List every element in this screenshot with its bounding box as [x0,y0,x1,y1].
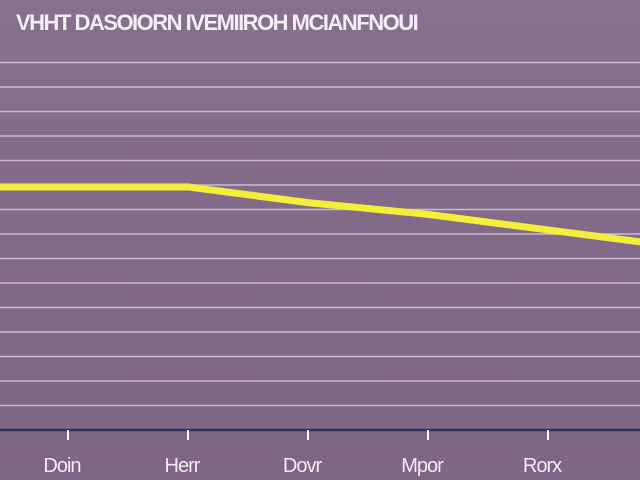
x-tick-label: Rorx [523,455,562,477]
x-tick-label: Mpor [401,455,444,477]
data-point [187,186,189,188]
chart-title: VHHT DASOIORN IVEMIIROH MCIANFNOUI [16,10,419,35]
x-tick-label: Doin [43,455,80,477]
series-line [0,183,640,246]
x-tick-label: Herr [165,455,201,477]
data-point [307,202,309,204]
data-point [427,213,429,215]
x-tick-label: Dovr [283,455,323,477]
